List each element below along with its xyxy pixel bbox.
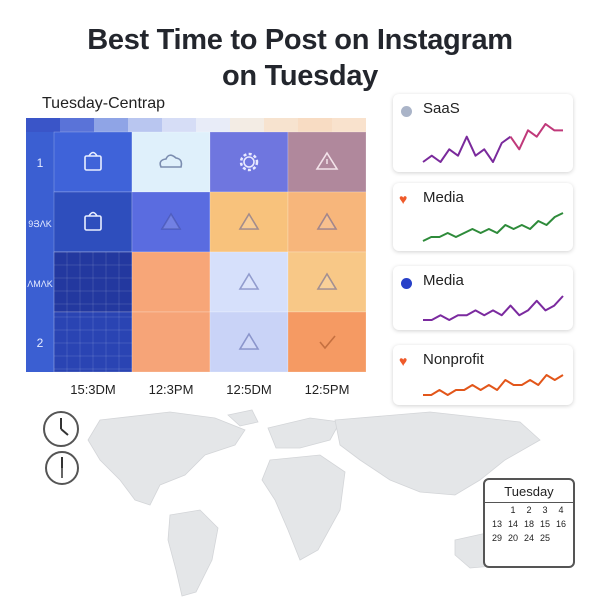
bag-icon: [84, 151, 102, 171]
clock-icon: [45, 451, 79, 485]
heatmap-cell: [287, 251, 366, 313]
calendar-row: 29 20 24 25: [485, 531, 573, 545]
calendar-day: 29: [491, 533, 502, 543]
calendar-day: 14: [507, 519, 518, 529]
heatmap-cell: [131, 311, 211, 373]
series-name: Media: [423, 189, 464, 206]
calendar-day: [555, 533, 567, 543]
calendar-day: 13: [491, 519, 502, 529]
heatmap: 1 9ՅɅK ɅMɅK 2: [26, 118, 366, 373]
calendar-day: 2: [526, 505, 532, 515]
heatmap-cell: [209, 191, 289, 253]
triangle-icon: [316, 272, 338, 290]
triangle-icon: [238, 212, 260, 230]
calendar-day: 16: [555, 519, 566, 529]
heart-icon: ♥: [399, 191, 408, 207]
triangle-icon: [160, 212, 182, 230]
check-icon: [319, 335, 336, 350]
heatmap-cell: [287, 311, 366, 373]
calendar-day: 1: [510, 505, 516, 515]
heatmap-cell: [131, 191, 211, 253]
x-tick-label: 12:3PM: [148, 382, 194, 397]
y-tick-label: ɅMɅK: [27, 279, 53, 289]
title-line-1: Best Time to Post on Instagram: [87, 24, 513, 56]
series-line: [423, 295, 564, 321]
sparkline: [423, 374, 564, 396]
series-line: [423, 374, 564, 396]
heatmap-cell: [53, 131, 133, 193]
series-line: [422, 135, 512, 163]
legend-dot-icon: [401, 278, 412, 289]
sparkline: [422, 212, 564, 242]
color-strip-segment: [60, 118, 94, 132]
heatmap-cell: [209, 251, 289, 313]
calendar-title: Tuesday: [485, 480, 573, 503]
series-line: [509, 123, 563, 151]
calendar-icon: Tuesday 1 2 3 4 13 14 18 15 16 29 20 24 25: [483, 478, 575, 568]
legend-dot-icon: [401, 106, 412, 117]
sparkline: [422, 123, 563, 163]
triangle-icon: [238, 272, 260, 290]
heatmap-cell: [209, 131, 289, 193]
heatmap-cell: [131, 131, 211, 193]
color-strip-segment: [162, 118, 196, 132]
color-strip-segment: [128, 118, 162, 132]
gear-icon: [239, 152, 259, 172]
series-name: SaaS: [423, 100, 460, 117]
triangle-icon: [238, 332, 260, 350]
calendar-day: 18: [523, 519, 534, 529]
calendar-day: [491, 505, 503, 515]
color-strip-segment: [298, 118, 332, 132]
color-strip-segment: [26, 118, 60, 132]
heatmap-cell: [131, 251, 211, 313]
color-strip-segment: [230, 118, 264, 132]
y-tick-label: 9ՅɅK: [28, 219, 52, 229]
series-line: [422, 212, 564, 242]
calendar-day: 4: [558, 505, 564, 515]
heatmap-cell: [53, 311, 133, 373]
calendar-day: 25: [539, 533, 550, 543]
calendar-day: 24: [523, 533, 534, 543]
clock-icon: [43, 411, 79, 447]
color-strip-segment: [264, 118, 298, 132]
triangle-icon: [316, 212, 338, 230]
legend-card: Media: [393, 266, 573, 330]
legend-card: ♥ Nonprofit: [393, 345, 573, 405]
heatmap-title: Tuesday-Centrap: [42, 95, 166, 112]
calendar-day: 20: [507, 533, 518, 543]
title-line-2: on Tuesday: [222, 60, 378, 92]
series-name: Media: [423, 272, 464, 289]
calendar-row: 13 14 18 15 16: [485, 517, 573, 531]
color-strip-segment: [94, 118, 128, 132]
x-tick-label: 12:5DM: [226, 382, 272, 397]
page-title: Best Time to Post on Instagram on Tuesda…: [0, 22, 600, 94]
heatmap-cell: [53, 191, 133, 253]
color-strip-segment: [332, 118, 366, 132]
warning-icon: [315, 151, 339, 170]
color-strip-segment: [196, 118, 230, 132]
legend-card: SaaS: [393, 94, 573, 172]
y-tick-label: 1: [37, 156, 44, 170]
heatmap-cell: [209, 311, 289, 373]
sparkline: [423, 295, 564, 321]
series-name: Nonprofit: [423, 351, 484, 368]
calendar-day: 3: [542, 505, 548, 515]
x-tick-label: 15:3DM: [70, 382, 116, 397]
legend-card: ♥ Media: [393, 183, 573, 251]
calendar-day: 15: [539, 519, 550, 529]
row-label-column: [26, 132, 54, 372]
y-tick-label: 2: [37, 336, 44, 350]
heart-icon: ♥: [399, 353, 408, 369]
cloud-icon: [159, 154, 183, 168]
bag-icon: [84, 211, 102, 231]
x-tick-label: 12:5PM: [304, 382, 350, 397]
